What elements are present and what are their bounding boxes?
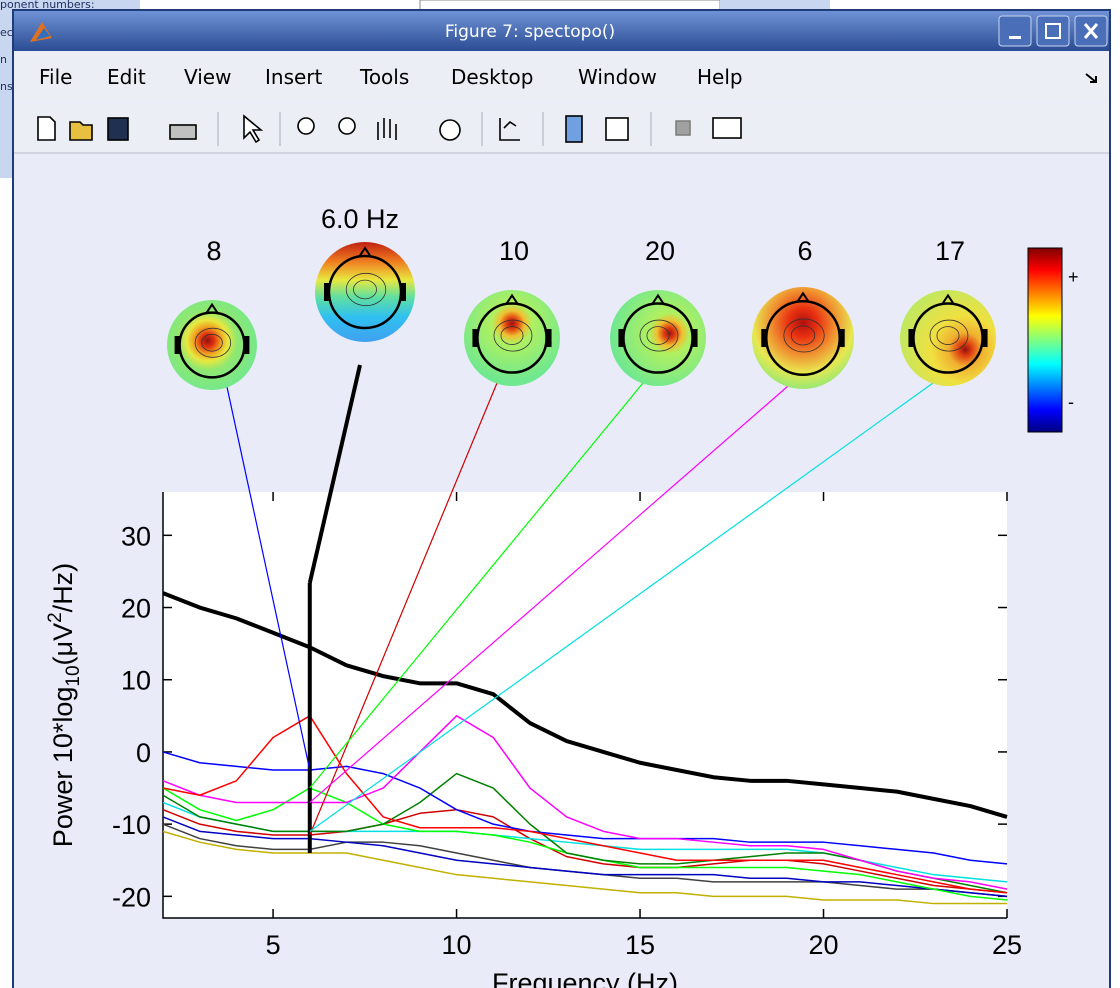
y-label-part: Power 10*log [48,687,78,848]
topoplot-label: 20 [645,236,675,266]
frequency-label: 6.0 Hz [321,204,399,234]
window-buttons[interactable] [999,16,1107,46]
topoplot [315,242,415,342]
x-tick-label: 25 [992,930,1022,960]
x-tick-label: 10 [442,930,472,960]
topoplot [752,287,854,389]
head-ear [761,329,767,347]
colorbar [1028,248,1062,432]
head-ear [400,283,406,301]
save-icon[interactable] [108,118,128,140]
background-text: ns [0,80,13,93]
zoom-in-icon[interactable] [298,118,314,134]
head-ear [243,336,249,354]
menu-item[interactable]: Window [578,65,657,89]
topoplot [464,290,560,386]
x-tick-label: 20 [808,930,838,960]
y-tick-label: 10 [121,666,151,696]
y-label-part: /Hz) [48,563,78,613]
colorbar-icon[interactable] [566,116,582,142]
head-ear [324,283,330,301]
topoplot [167,300,257,390]
x-tick-label: 5 [266,930,281,960]
menu-item[interactable]: Edit [107,65,146,89]
rotate-icon[interactable] [440,120,460,140]
y-tick-label: 0 [136,738,151,768]
menu-item[interactable]: View [184,65,231,89]
minimize-button[interactable] [999,16,1031,46]
minimize-glyph [1009,36,1021,39]
legend-icon[interactable] [606,118,628,140]
zoom-out-icon[interactable] [339,118,355,134]
y-tick-label: -10 [112,810,151,840]
menu-item[interactable]: Tools [359,65,409,89]
hide-tools-icon[interactable] [676,121,690,135]
head-ear [908,329,914,347]
topoplot-label: 17 [935,236,965,266]
y-label-part: (μV [48,623,78,666]
head-ear [982,329,988,347]
y-label-sup: 2 [45,612,66,623]
background-text: n [0,53,7,66]
colorbar-label: + [1068,267,1079,287]
topoplot-label: 10 [499,236,529,266]
head-ear [692,329,698,347]
menu-item[interactable]: Desktop [451,65,533,89]
menu-item[interactable]: Help [697,65,743,89]
menu-item[interactable]: Insert [265,65,323,89]
topoplot [900,290,996,386]
head-ear [618,329,624,347]
topoplot-label: 6 [797,236,812,266]
screen: ponent numbers: ec n ns Figure 7: specto… [0,0,1120,988]
x-axis-label: Frequency (Hz) [492,968,678,988]
head-ear [472,329,478,347]
maximize-button[interactable] [1037,16,1069,46]
topoplot [610,290,706,386]
print-icon[interactable] [170,125,196,139]
page: ponent numbers: ec n ns Figure 7: specto… [0,0,1120,988]
y-tick-label: 20 [121,594,151,624]
y-label-sub: 10 [63,665,84,686]
head-ear [175,336,181,354]
background-text: ec [0,26,13,39]
y-tick-label: -20 [112,882,151,912]
x-tick-label: 15 [625,930,655,960]
plot-area [163,492,1007,918]
colorbar-label: - [1068,392,1074,412]
topoplot-label: 8 [206,236,221,266]
head-ear [546,329,552,347]
y-tick-label: 30 [121,521,151,551]
head-ear [839,329,845,347]
window-title: Figure 7: spectopo() [445,22,615,42]
menu-item[interactable]: File [39,65,72,89]
new-icon[interactable] [38,117,55,140]
menu-bar [14,52,1109,102]
open-icon[interactable] [70,122,92,140]
show-tools-icon[interactable] [713,118,741,138]
